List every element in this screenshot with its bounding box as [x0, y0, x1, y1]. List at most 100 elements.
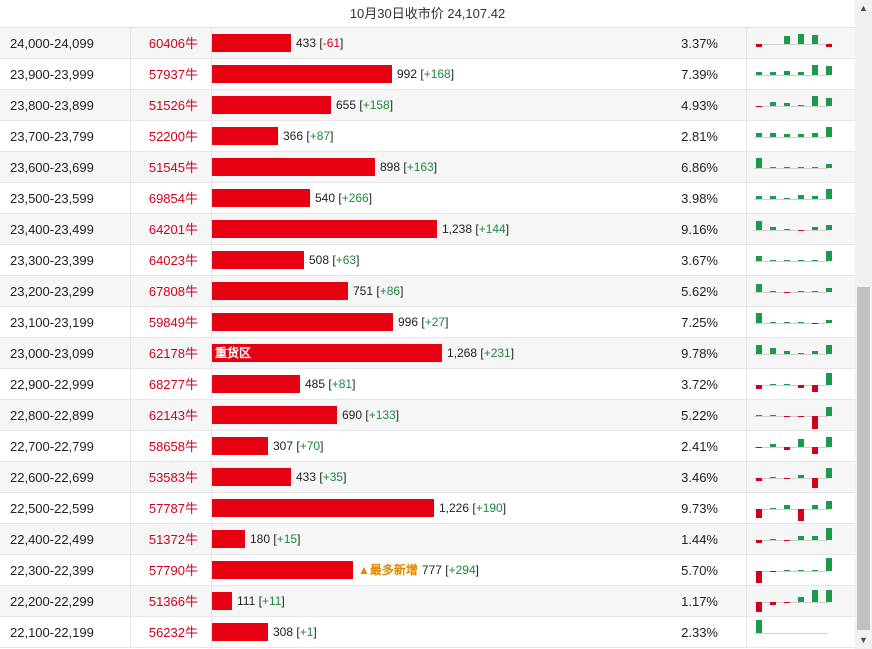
- strike-range: 22,300-22,399: [10, 563, 94, 578]
- sparkline-bar: [756, 385, 762, 389]
- sparkline-bar: [798, 72, 804, 75]
- volume-bar: [212, 499, 434, 517]
- volume-number: 508: [309, 253, 330, 267]
- sparkline-bar: [784, 197, 790, 199]
- sparkline-bar: [770, 227, 776, 230]
- scrollbar-thumb[interactable]: [857, 287, 870, 630]
- volume-number: 540: [315, 191, 336, 205]
- scroll-up-icon[interactable]: ▲: [859, 3, 868, 13]
- sparkline-bar: [826, 188, 832, 199]
- volume-number: 777: [421, 563, 442, 577]
- sparkline-bar: [826, 65, 832, 75]
- sparkline-bar: [826, 164, 832, 168]
- volume-number: 996: [398, 315, 419, 329]
- sparkline-bar: [826, 126, 832, 137]
- trend-sparkline: [754, 248, 832, 273]
- table-row: 22,800-22,899 62143牛 690 [+133] 5.22%: [0, 400, 855, 431]
- table-row: 23,300-23,399 64023牛 508 [+63] 3.67%: [0, 245, 855, 276]
- volume-change: +266: [341, 191, 369, 205]
- volume-value: ▲最多新增 777 [+294]: [358, 563, 479, 577]
- bull-contracts: 51526牛: [148, 98, 198, 113]
- most-added-tag: ▲最多新增: [358, 563, 418, 577]
- strike-range: 23,700-23,799: [10, 129, 94, 144]
- trend-sparkline: [754, 403, 832, 429]
- trend-sparkline: [754, 124, 832, 149]
- sparkline-bar: [770, 507, 776, 509]
- table-row: 23,500-23,599 69854牛 540 [+266] 3.98%: [0, 183, 855, 214]
- sparkline-bar: [812, 133, 818, 137]
- table-row: 22,600-22,699 53583牛 433 [+35] 3.46%: [0, 462, 855, 493]
- sparkline-bar: [826, 344, 832, 354]
- share-percent: 2.33%: [681, 625, 718, 640]
- trend-sparkline: [754, 527, 832, 552]
- volume-number: 485: [305, 377, 326, 391]
- volume-number: 898: [380, 160, 401, 174]
- volume-bar: [212, 437, 268, 455]
- sparkline-bar: [798, 104, 804, 106]
- volume-value: 992 [+168]: [397, 67, 455, 81]
- strike-range: 22,400-22,499: [10, 532, 94, 547]
- sparkline-bar: [798, 33, 804, 44]
- trend-sparkline: [754, 186, 832, 211]
- sparkline-bar: [756, 509, 762, 519]
- volume-bar: [212, 282, 348, 300]
- sparkline-bar: [812, 385, 818, 392]
- volume-bar: [212, 530, 245, 548]
- volume-bar: [212, 96, 331, 114]
- sparkline-bar: [770, 571, 776, 573]
- scroll-down-icon[interactable]: ▼: [859, 635, 868, 645]
- volume-change: +1: [299, 625, 314, 639]
- volume-value: 180 [+15]: [250, 532, 301, 546]
- sparkline-bar: [756, 157, 762, 168]
- trend-sparkline: [754, 496, 832, 521]
- volume-bar: [212, 158, 375, 176]
- volume-value: 1,226 [+190]: [439, 501, 507, 515]
- volume-change: +70: [299, 439, 321, 453]
- sparkline-bar: [784, 505, 790, 509]
- sparkline-bar: [756, 414, 762, 416]
- table-row: 24,000-24,099 60406牛 433 [-61] 3.37%: [0, 28, 855, 59]
- sparkline-bar: [770, 444, 776, 447]
- volume-value: 308 [+1]: [273, 625, 317, 639]
- vertical-scrollbar[interactable]: ▲ ▼: [855, 0, 872, 649]
- volume-number: 433: [296, 470, 317, 484]
- volume-change: +190: [475, 501, 503, 515]
- strike-range: 23,500-23,599: [10, 191, 94, 206]
- volume-bar: [212, 561, 353, 579]
- strike-range: 22,200-22,299: [10, 594, 94, 609]
- trend-sparkline: [754, 372, 832, 397]
- table-row: 23,000-23,099 62178牛 重货区 1,268 [+231] 9.78%: [0, 338, 855, 369]
- sparkline-bar: [812, 536, 818, 540]
- volume-bar: [212, 220, 437, 238]
- sparkline-bar: [770, 602, 776, 605]
- trend-sparkline: [754, 155, 832, 180]
- cbbc-distribution-table: 24,000-24,099 60406牛 433 [-61] 3.37% 23,900-…: [0, 28, 855, 648]
- sparkline-bar: [812, 64, 818, 75]
- sparkline-bar: [770, 196, 776, 199]
- volume-change: +163: [406, 160, 434, 174]
- sparkline-bar: [784, 228, 790, 230]
- bull-contracts: 51545牛: [148, 160, 198, 175]
- sparkline-bar: [784, 134, 790, 137]
- sparkline-bar: [798, 596, 804, 602]
- table-row: 22,200-22,299 51366牛 111 [+11] 1.17%: [0, 586, 855, 617]
- strike-range: 22,600-22,699: [10, 470, 94, 485]
- share-percent: 5.70%: [681, 563, 718, 578]
- table-row: 23,600-23,699 51545牛 898 [+163] 6.86%: [0, 152, 855, 183]
- strike-range: 22,800-22,899: [10, 408, 94, 423]
- strike-range: 23,600-23,699: [10, 160, 94, 175]
- volume-value: 508 [+63]: [309, 253, 360, 267]
- sparkline-bar: [812, 590, 818, 602]
- share-percent: 3.72%: [681, 377, 718, 392]
- bull-contracts: 64023牛: [148, 253, 198, 268]
- trend-sparkline: [754, 31, 832, 56]
- bull-contracts: 58658牛: [148, 439, 198, 454]
- sparkline-bar: [798, 569, 804, 571]
- sparkline-bar: [784, 602, 790, 604]
- volume-change: +11: [261, 594, 282, 608]
- volume-value: 540 [+266]: [315, 191, 373, 205]
- volume-number: 308: [273, 625, 294, 639]
- volume-number: 751: [353, 284, 374, 298]
- sparkline-bar: [812, 505, 818, 509]
- trend-sparkline: [754, 465, 832, 490]
